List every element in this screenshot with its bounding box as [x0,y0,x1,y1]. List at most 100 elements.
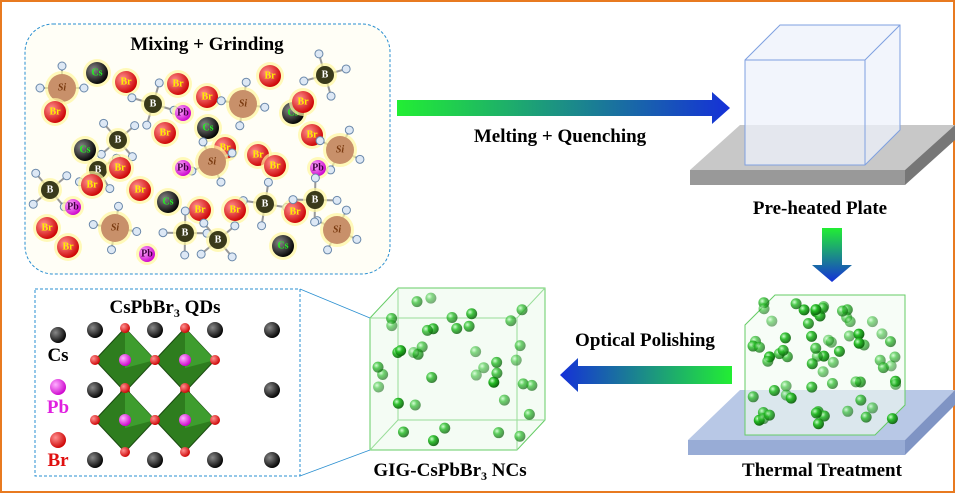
atom-label: B [95,165,102,176]
atom [196,86,218,108]
sphere [768,385,780,397]
step-label: Melting + Quenching [474,126,647,147]
atom [189,199,211,221]
oxygen [341,64,351,74]
atom [272,235,294,257]
br-sphere [90,415,100,425]
oxygen [227,252,237,262]
oxygen [79,83,89,93]
oxygen [310,217,320,227]
br-sphere [179,354,191,366]
atom [101,214,129,242]
plate-cube [690,24,955,185]
sphere [463,320,475,332]
sphere [812,418,824,430]
atom-label: Si [333,225,342,236]
oxygen [198,137,208,147]
zoom-line [299,288,371,319]
oxygen [180,206,190,216]
atom-label: Cs [79,145,90,156]
oxygen [227,148,237,158]
oxygen [107,245,117,255]
sphere [747,391,759,403]
atom [175,105,191,121]
oxygen [299,76,309,86]
sphere [516,304,528,316]
sphere [427,435,439,447]
sphere [425,292,437,304]
cs-sphere [87,452,103,468]
sphere [876,328,888,340]
sphere [470,346,482,358]
oxygen [99,118,109,128]
oxygen [314,49,324,59]
atom-label: B [215,235,222,246]
atom [36,217,58,239]
atom-label: Cs [91,68,102,79]
sphere [439,422,451,434]
cs-sphere [207,452,223,468]
sphere [451,322,463,334]
cs-sphere [87,382,103,398]
text: 3 [174,306,180,320]
atom-label: B [47,185,54,196]
oxygen [323,245,333,255]
atom [144,95,162,113]
atom [157,191,179,213]
sphere [886,413,898,425]
atom-label: Br [194,205,206,216]
sphere [833,345,845,357]
sphere [780,380,792,392]
br-sphere [210,415,220,425]
br-sphere [210,355,220,365]
cs-sphere [147,322,163,338]
sphere [827,356,839,368]
atom-label: B [322,70,329,81]
oxygen [355,154,365,164]
oxygen [352,234,362,244]
zoom-line [299,449,371,477]
sphere [806,330,818,342]
sphere [842,405,854,417]
br-sphere [150,355,160,365]
oxygen [263,177,273,187]
atom-label: Si [239,99,248,110]
sphere [810,407,822,419]
sphere [885,336,897,348]
sphere [885,360,897,372]
atom [198,148,226,176]
atom [109,157,131,179]
oxygen [216,96,226,106]
sphere [785,392,797,404]
sphere [836,305,848,317]
step-label: Pre-heated Plate [753,198,887,219]
text: CsPbBr [109,297,174,318]
sphere [408,347,420,359]
atom-label: Cs [162,197,173,208]
sphere [526,379,538,391]
atom [44,101,66,123]
oxygen [216,177,226,187]
atom [259,65,281,87]
atom-label: Si [336,145,345,156]
atom [176,224,194,242]
br-sphere [119,414,131,426]
sphere [491,367,503,379]
oxygen [288,195,298,205]
sphere [395,345,407,357]
product-label: GIG-CsPbBr3 NCs [373,460,526,483]
sphere [790,298,802,310]
atom-label: Pb [312,163,324,174]
atom [74,139,96,161]
legend-sphere [50,379,66,395]
sphere [817,366,829,378]
atom-label: B [262,199,269,210]
atom [323,216,351,244]
oxygen [35,83,45,93]
oxygen [113,201,123,211]
oxygen [310,173,320,183]
legend-sphere [50,327,66,343]
atom-label: Br [49,107,61,118]
